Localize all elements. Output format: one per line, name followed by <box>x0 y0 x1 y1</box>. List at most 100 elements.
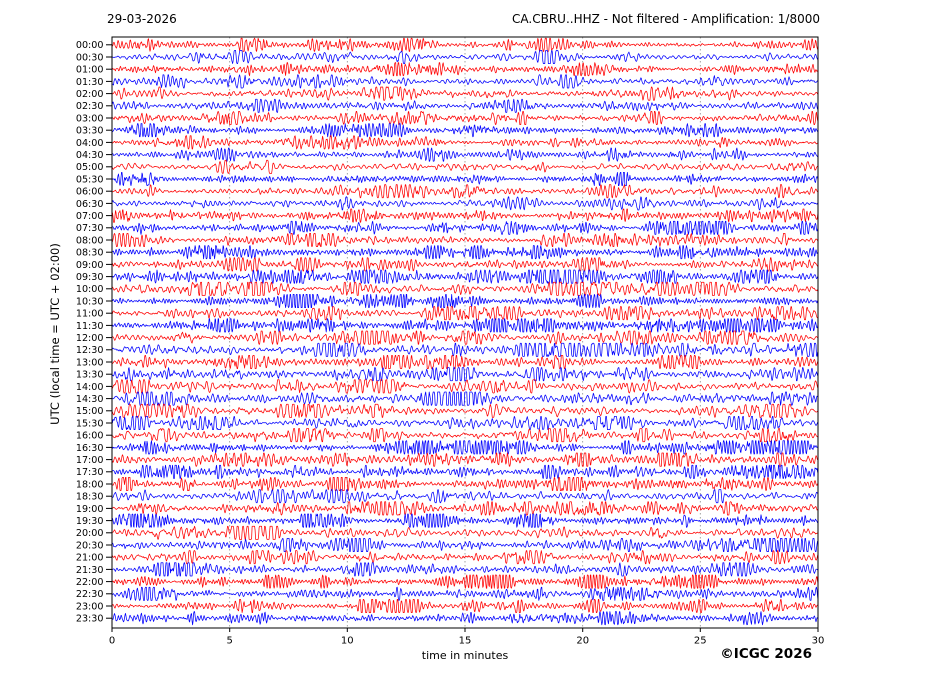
seismic-trace-row-32 <box>111 428 819 443</box>
seismic-trace-row-17 <box>111 245 819 260</box>
row-label: 06:00 <box>76 187 104 198</box>
row-label: 10:00 <box>76 284 104 295</box>
row-label: 12:30 <box>76 345 104 356</box>
seismic-trace-row-45 <box>111 586 819 601</box>
row-label: 10:30 <box>76 296 104 307</box>
row-label: 23:00 <box>76 601 104 612</box>
seismic-trace-row-25 <box>111 342 819 357</box>
row-label: 20:00 <box>76 528 104 539</box>
seismic-trace-row-28 <box>111 379 819 394</box>
seismic-trace-row-14 <box>111 208 819 223</box>
seismic-trace-row-19 <box>111 269 819 284</box>
date-title: 29-03-2026 <box>107 12 177 26</box>
row-label: 11:30 <box>76 321 104 332</box>
row-label: 12:00 <box>76 333 104 344</box>
seismic-trace-row-43 <box>111 562 819 577</box>
copyright-credit: ©ICGC 2026 <box>720 646 812 662</box>
row-label: 09:00 <box>76 260 104 271</box>
seismic-trace-row-23 <box>111 318 819 333</box>
seismic-trace-row-33 <box>111 440 819 455</box>
seismic-trace-row-9 <box>111 147 819 162</box>
seismic-trace-row-40 <box>111 525 819 540</box>
row-label: 23:30 <box>76 614 104 625</box>
row-label: 14:00 <box>76 382 104 393</box>
row-label: 08:30 <box>76 248 104 259</box>
seismic-trace-row-8 <box>111 135 819 150</box>
row-label: 03:30 <box>76 126 104 137</box>
row-label: 21:30 <box>76 565 104 576</box>
x-tick-label: 20 <box>576 636 589 647</box>
seismic-trace-row-30 <box>111 403 819 418</box>
seismic-trace-row-0 <box>111 37 819 52</box>
row-label: 16:00 <box>76 431 104 442</box>
row-label: 14:30 <box>76 394 104 405</box>
seismic-trace-row-6 <box>111 111 819 125</box>
seismic-trace-row-16 <box>111 233 819 247</box>
seismic-trace-row-35 <box>111 464 819 479</box>
row-label: 11:00 <box>76 309 104 320</box>
seismic-trace-row-47 <box>111 611 819 626</box>
row-label: 21:00 <box>76 553 104 564</box>
row-label: 07:00 <box>76 211 104 222</box>
seismic-trace-row-24 <box>111 330 819 345</box>
row-label: 13:00 <box>76 357 104 368</box>
row-label: 19:00 <box>76 504 104 515</box>
seismic-trace-row-41 <box>111 538 819 552</box>
seismic-trace-row-11 <box>111 172 819 186</box>
row-label: 01:00 <box>76 65 104 76</box>
row-label: 17:30 <box>76 467 104 478</box>
seismic-trace-row-2 <box>112 62 819 77</box>
seismic-trace-row-22 <box>112 306 819 321</box>
row-label: 20:30 <box>76 540 104 551</box>
row-label: 00:30 <box>76 52 104 63</box>
row-label: 02:00 <box>76 89 104 100</box>
row-label: 18:30 <box>76 492 104 503</box>
row-label: 01:30 <box>76 77 104 88</box>
row-label: 09:30 <box>76 272 104 283</box>
seismic-trace-row-13 <box>111 196 819 211</box>
seismic-trace-row-38 <box>112 501 819 516</box>
row-label: 17:00 <box>76 455 104 466</box>
seismic-trace-row-42 <box>111 550 819 565</box>
seismic-trace-row-10 <box>111 159 819 174</box>
seismic-trace-row-4 <box>111 86 819 101</box>
row-label: 06:30 <box>76 199 104 210</box>
seismic-trace-row-18 <box>111 257 819 272</box>
seismic-trace-row-46 <box>111 599 819 613</box>
x-tick-label: 0 <box>109 636 115 647</box>
row-label: 08:00 <box>76 235 104 246</box>
seismic-trace-row-1 <box>111 50 819 64</box>
seismic-trace-row-31 <box>111 416 819 430</box>
x-tick-label: 30 <box>812 636 825 647</box>
x-tick-label: 25 <box>694 636 707 647</box>
seismic-trace-row-37 <box>111 489 819 504</box>
row-label: 05:00 <box>76 162 104 173</box>
x-tick-label: 10 <box>341 636 354 647</box>
seismic-trace-row-27 <box>111 367 819 382</box>
row-label: 18:00 <box>76 479 104 490</box>
row-label: 15:00 <box>76 406 104 417</box>
seismic-trace-row-20 <box>111 281 819 296</box>
seismic-trace-row-26 <box>111 355 819 369</box>
seismic-trace-row-7 <box>111 123 819 138</box>
x-tick-label: 5 <box>227 636 233 647</box>
seismic-trace-row-15 <box>111 220 819 235</box>
row-label: 22:00 <box>76 577 104 588</box>
x-tick-label: 15 <box>459 636 472 647</box>
row-label: 00:00 <box>76 40 104 51</box>
seismic-trace-row-44 <box>111 574 819 589</box>
x-axis-label: time in minutes <box>421 649 509 662</box>
row-label: 03:00 <box>76 113 104 124</box>
row-label: 16:30 <box>76 443 104 454</box>
row-label: 02:30 <box>76 101 104 112</box>
row-label: 19:30 <box>76 516 104 527</box>
row-label: 05:30 <box>76 174 104 185</box>
row-label: 13:30 <box>76 370 104 381</box>
seismic-trace-row-39 <box>111 513 819 528</box>
row-label: 15:30 <box>76 418 104 429</box>
seismic-trace-row-12 <box>111 184 819 199</box>
seismic-trace-row-5 <box>111 98 819 113</box>
seismic-trace-row-29 <box>112 391 819 406</box>
